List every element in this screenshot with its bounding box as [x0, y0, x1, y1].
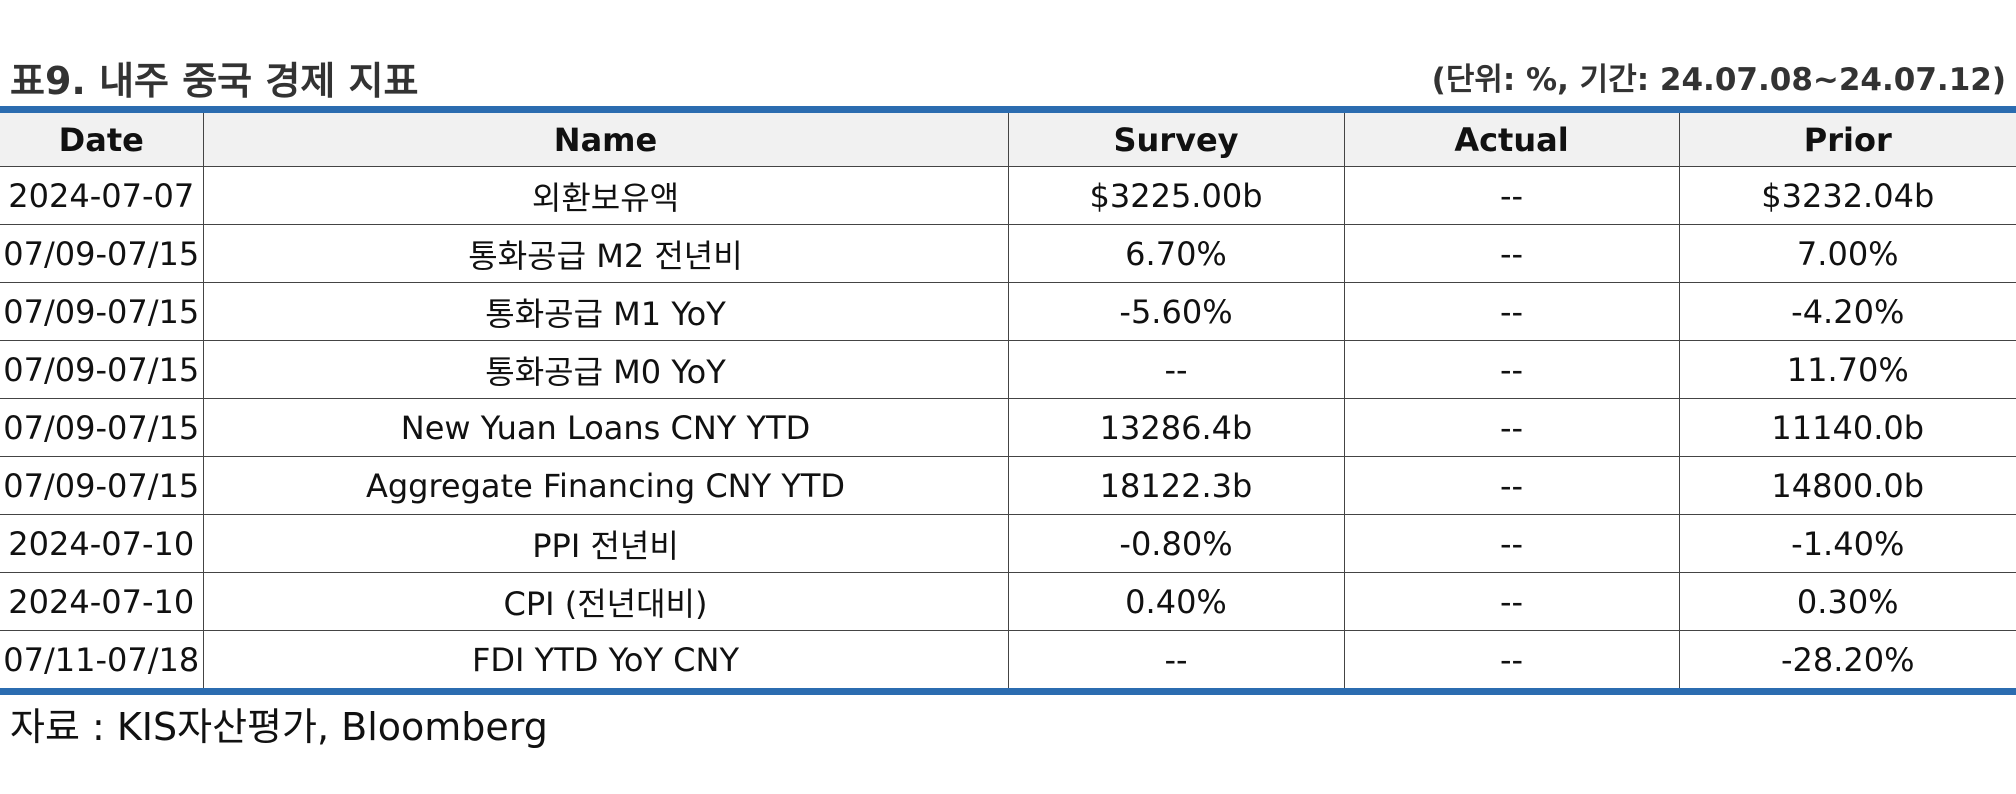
cell-date: 2024-07-10: [0, 514, 204, 573]
table-row: 07/11-07/18 FDI YTD YoY CNY -- -- -28.20…: [0, 630, 2016, 688]
cell-date: 07/09-07/15: [0, 282, 204, 341]
table-row: 07/09-07/15 통화공급 M0 YoY -- -- 11.70%: [0, 340, 2016, 399]
cell-survey: --: [1007, 340, 1345, 399]
cell-name: 외환보유액: [202, 166, 1009, 225]
cell-actual: --: [1343, 572, 1680, 631]
column-header-survey: Survey: [1007, 113, 1345, 167]
table-row: 07/09-07/15 통화공급 M1 YoY -5.60% -- -4.20%: [0, 282, 2016, 341]
cell-actual: --: [1343, 398, 1680, 457]
cell-survey: -0.80%: [1007, 514, 1345, 573]
cell-prior: 7.00%: [1678, 224, 2016, 283]
cell-survey: 6.70%: [1007, 224, 1345, 283]
cell-name: New Yuan Loans CNY YTD: [202, 398, 1009, 457]
cell-name: PPI 전년비: [202, 514, 1009, 573]
cell-survey: -5.60%: [1007, 282, 1345, 341]
cell-prior: 14800.0b: [1678, 456, 2016, 515]
cell-name: CPI (전년대비): [202, 572, 1009, 631]
cell-date: 2024-07-07: [0, 166, 204, 225]
cell-actual: --: [1343, 514, 1680, 573]
cell-survey: 13286.4b: [1007, 398, 1345, 457]
cell-prior: -28.20%: [1678, 630, 2016, 688]
cell-name: 통화공급 M1 YoY: [202, 282, 1009, 341]
bottom-rule: [0, 688, 2016, 695]
column-header-date: Date: [0, 113, 204, 167]
economic-indicators-table: Date Name Survey Actual Prior 2024-07-07…: [0, 113, 2016, 688]
cell-name: Aggregate Financing CNY YTD: [202, 456, 1009, 515]
cell-actual: --: [1343, 456, 1680, 515]
table-heading-row: 표9. 내주 중국 경제 지표 (단위: %, 기간: 24.07.08~24.…: [0, 44, 2016, 104]
table-row: 07/09-07/15 Aggregate Financing CNY YTD …: [0, 456, 2016, 515]
cell-survey: --: [1007, 630, 1345, 688]
cell-actual: --: [1343, 282, 1680, 341]
cell-name: FDI YTD YoY CNY: [202, 630, 1009, 688]
cell-actual: --: [1343, 630, 1680, 688]
column-header-prior: Prior: [1678, 113, 2016, 167]
cell-survey: 18122.3b: [1007, 456, 1345, 515]
cell-date: 07/11-07/18: [0, 630, 204, 688]
table-row: 07/09-07/15 New Yuan Loans CNY YTD 13286…: [0, 398, 2016, 457]
cell-prior: $3232.04b: [1678, 166, 2016, 225]
cell-date: 2024-07-10: [0, 572, 204, 631]
cell-actual: --: [1343, 340, 1680, 399]
cell-prior: 0.30%: [1678, 572, 2016, 631]
column-header-name: Name: [202, 113, 1009, 167]
cell-name: 통화공급 M0 YoY: [202, 340, 1009, 399]
cell-date: 07/09-07/15: [0, 224, 204, 283]
cell-prior: -4.20%: [1678, 282, 2016, 341]
column-header-actual: Actual: [1343, 113, 1680, 167]
cell-actual: --: [1343, 224, 1680, 283]
cell-survey: $3225.00b: [1007, 166, 1345, 225]
cell-date: 07/09-07/15: [0, 456, 204, 515]
table-row: 2024-07-10 PPI 전년비 -0.80% -- -1.40%: [0, 514, 2016, 573]
unit-note: (단위: %, 기간: 24.07.08~24.07.12): [1431, 62, 2006, 98]
table-title: 표9. 내주 중국 경제 지표: [10, 59, 419, 103]
table-row: 2024-07-07 외환보유액 $3225.00b -- $3232.04b: [0, 166, 2016, 225]
cell-prior: 11140.0b: [1678, 398, 2016, 457]
top-rule: [0, 106, 2016, 113]
cell-actual: --: [1343, 166, 1680, 225]
table-row: 2024-07-10 CPI (전년대비) 0.40% -- 0.30%: [0, 572, 2016, 631]
source-note: 자료 : KIS자산평가, Bloomberg: [10, 705, 548, 749]
table-row: 07/09-07/15 통화공급 M2 전년비 6.70% -- 7.00%: [0, 224, 2016, 283]
cell-prior: 11.70%: [1678, 340, 2016, 399]
header-row: Date Name Survey Actual Prior: [0, 113, 2016, 167]
cell-date: 07/09-07/15: [0, 398, 204, 457]
cell-survey: 0.40%: [1007, 572, 1345, 631]
cell-prior: -1.40%: [1678, 514, 2016, 573]
cell-name: 통화공급 M2 전년비: [202, 224, 1009, 283]
cell-date: 07/09-07/15: [0, 340, 204, 399]
